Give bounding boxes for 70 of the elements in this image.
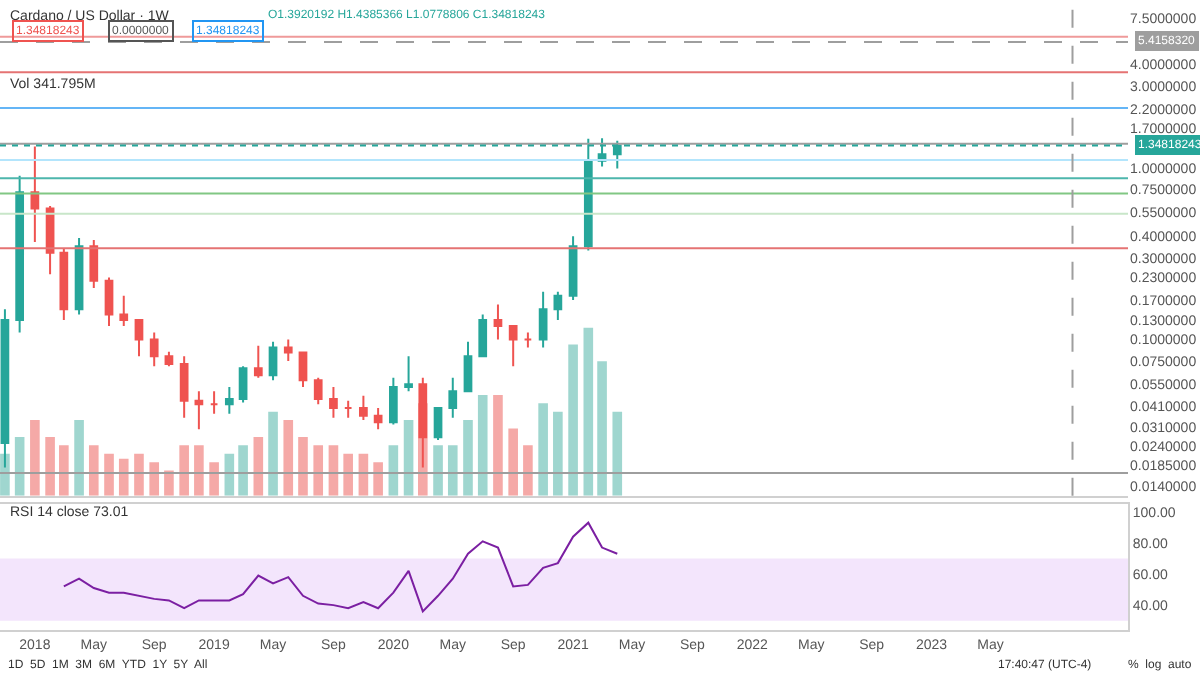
candlestick (313, 376, 323, 406)
bar (104, 453, 114, 496)
bar (612, 411, 623, 496)
bar (74, 420, 84, 496)
candlestick (508, 324, 518, 368)
candlestick (134, 319, 144, 358)
candlestick (179, 355, 189, 419)
candlestick (15, 174, 25, 334)
candlestick (209, 390, 219, 415)
bar (373, 462, 383, 496)
candlestick (463, 340, 473, 393)
candlestick (388, 376, 398, 426)
candlestick (448, 376, 458, 419)
bar (447, 445, 458, 496)
candlestick (343, 399, 353, 419)
candlestick (568, 235, 578, 301)
candlestick (59, 247, 69, 321)
candlestick (30, 145, 40, 243)
candlestick (523, 331, 533, 349)
bar (477, 394, 488, 496)
bar (523, 445, 533, 496)
bar (209, 462, 219, 496)
bar (568, 344, 578, 496)
bar (268, 411, 278, 496)
candlestick (89, 239, 99, 289)
bar (597, 361, 607, 496)
candlestick (224, 385, 234, 415)
candlestick (493, 303, 503, 341)
candlestick (404, 355, 413, 393)
bar (88, 445, 99, 496)
candlestick (329, 385, 338, 419)
bar (179, 445, 189, 496)
bar (118, 458, 129, 496)
candlestick (268, 340, 278, 382)
bar (583, 327, 594, 496)
bar (283, 420, 294, 496)
bar (45, 436, 55, 496)
candlestick (253, 344, 263, 379)
bar (298, 436, 308, 496)
bar (194, 445, 204, 496)
candlestick (359, 394, 368, 421)
candlestick (553, 290, 563, 321)
candlestick (164, 350, 174, 368)
bar (463, 420, 473, 496)
bar (313, 445, 324, 496)
bar (553, 411, 563, 496)
candlestick (149, 331, 159, 368)
candlestick (238, 365, 248, 404)
candlestick (478, 313, 488, 358)
bar (134, 453, 144, 496)
candlestick (283, 338, 293, 362)
candlestick (119, 294, 129, 327)
candlestick (538, 290, 548, 349)
line-series (62, 521, 619, 613)
candlestick (104, 276, 114, 327)
candlestick (298, 350, 308, 388)
candlestick (373, 406, 383, 431)
candlestick (194, 390, 204, 431)
bar (538, 403, 548, 496)
bar (149, 462, 160, 496)
bar (433, 445, 443, 496)
bar (508, 428, 518, 496)
bar (403, 420, 414, 496)
bar (238, 445, 248, 496)
candlestick (433, 406, 443, 441)
bar (343, 453, 353, 496)
bar (30, 420, 40, 496)
bar (493, 394, 503, 496)
bar (59, 445, 69, 496)
candlestick (74, 237, 84, 316)
